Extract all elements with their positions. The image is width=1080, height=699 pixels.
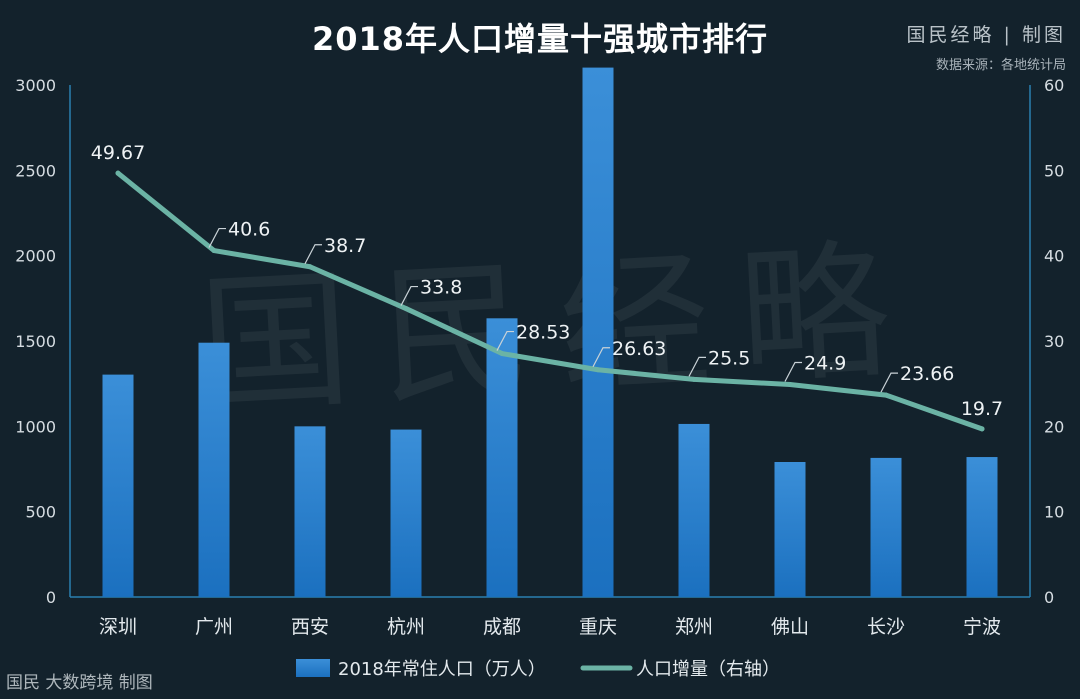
label-leader bbox=[304, 244, 322, 265]
y-left-tick-label: 1000 bbox=[15, 417, 56, 436]
y-right-tick-label: 60 bbox=[1044, 76, 1064, 95]
chart-title: 2018年人口增量十强城市排行 bbox=[311, 20, 769, 58]
line-data-label: 24.9 bbox=[804, 353, 846, 375]
line-data-label: 25.5 bbox=[708, 347, 750, 369]
y-right-tick-label: 20 bbox=[1044, 417, 1064, 436]
line-point bbox=[787, 382, 793, 388]
bar bbox=[678, 423, 710, 597]
x-tick-label: 长沙 bbox=[867, 616, 905, 638]
legend: 2018年常住人口（万人） 人口增量（右轴） bbox=[296, 659, 780, 680]
bar bbox=[870, 457, 902, 597]
bar bbox=[102, 374, 134, 597]
line-data-label: 38.7 bbox=[324, 235, 366, 257]
y-left-tick-label: 1500 bbox=[15, 332, 56, 351]
line-point bbox=[115, 170, 121, 176]
legend-bar-label: 2018年常住人口（万人） bbox=[338, 659, 546, 680]
x-tick-label: 重庆 bbox=[579, 616, 617, 638]
line-point bbox=[979, 426, 985, 432]
label-leader bbox=[880, 372, 898, 393]
line-series bbox=[115, 170, 985, 432]
x-tick-label: 郑州 bbox=[675, 616, 713, 638]
bar bbox=[774, 462, 806, 597]
line-data-label: 28.53 bbox=[516, 322, 570, 344]
legend-bar-swatch bbox=[296, 659, 330, 677]
line-path bbox=[115, 170, 985, 432]
x-tick-label: 成都 bbox=[483, 616, 521, 638]
label-leader bbox=[592, 347, 610, 368]
y-right-tick-label: 40 bbox=[1044, 247, 1064, 266]
bar-series bbox=[102, 67, 998, 598]
line-data-label: 19.7 bbox=[961, 398, 1003, 420]
line-point bbox=[595, 367, 601, 373]
x-tick-label: 广州 bbox=[195, 616, 233, 638]
x-tick-label: 佛山 bbox=[771, 616, 809, 638]
data-source: 数据来源：各地统计局 bbox=[935, 58, 1066, 73]
bar bbox=[198, 342, 230, 597]
line-data-label: 40.6 bbox=[228, 219, 270, 241]
line-data-label: 23.66 bbox=[900, 363, 954, 385]
line-point bbox=[403, 306, 409, 312]
x-tick-label: 深圳 bbox=[99, 616, 137, 638]
label-leader bbox=[496, 330, 514, 351]
line-data-label: 49.67 bbox=[91, 142, 145, 164]
bar bbox=[486, 318, 518, 597]
y-left-tick-label: 500 bbox=[25, 503, 56, 522]
line-point bbox=[691, 376, 697, 382]
y-right-tick-label: 50 bbox=[1044, 161, 1064, 180]
bar bbox=[582, 67, 614, 598]
y-left-tick-label: 0 bbox=[46, 588, 56, 607]
line-point bbox=[883, 392, 889, 398]
y-left-tick-label: 3000 bbox=[15, 76, 56, 95]
label-leader bbox=[400, 285, 418, 306]
watermark: 国民经略 bbox=[196, 223, 924, 434]
line-data-label: 26.63 bbox=[612, 338, 666, 360]
brand-credit: 国民经略 | 制图 bbox=[906, 24, 1066, 46]
bar bbox=[390, 429, 422, 597]
y-right-tick-label: 30 bbox=[1044, 332, 1064, 351]
label-leader bbox=[784, 361, 802, 382]
line-point bbox=[211, 248, 217, 254]
data-labels: 49.67 40.6 38.7 33.8 28.53 26.63 25.5 24.9 23.66… bbox=[91, 142, 1003, 420]
x-tick-label: 宁波 bbox=[963, 616, 1001, 638]
legend-line-label: 人口增量（右轴） bbox=[636, 659, 780, 680]
bar bbox=[294, 426, 326, 597]
label-leader bbox=[688, 356, 706, 377]
footer-credit: 国民 大数跨境 制图 bbox=[6, 673, 153, 693]
x-tick-label: 西安 bbox=[291, 616, 329, 638]
label-leader bbox=[208, 227, 226, 248]
line-point bbox=[307, 264, 313, 270]
y-right-tick-label: 0 bbox=[1044, 588, 1054, 607]
line-data-label: 33.8 bbox=[420, 277, 462, 299]
axes: 0 500 1000 1500 2000 2500 3000 0 10 20 30 40 50 60 深圳 广… bbox=[15, 76, 1064, 638]
bar bbox=[966, 457, 998, 597]
y-right-tick-label: 10 bbox=[1044, 503, 1064, 522]
y-left-tick-label: 2500 bbox=[15, 161, 56, 180]
x-tick-label: 杭州 bbox=[387, 616, 425, 638]
y-left-tick-label: 2000 bbox=[15, 247, 56, 266]
line-point bbox=[499, 351, 505, 357]
